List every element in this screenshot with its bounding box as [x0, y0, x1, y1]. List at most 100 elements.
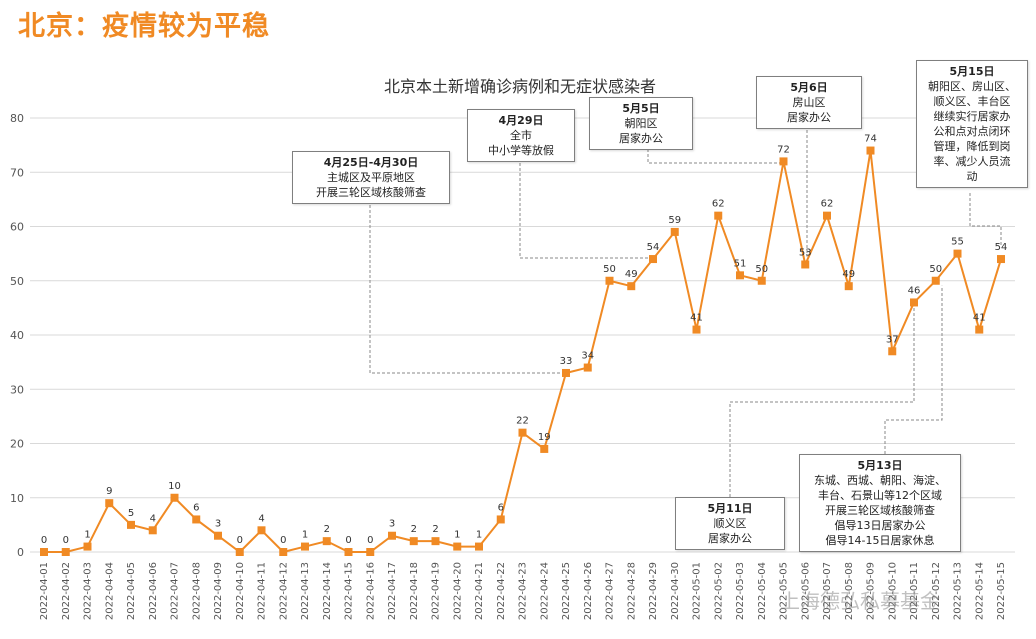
data-point	[148, 526, 157, 535]
x-tick-label: 2022-04-21	[474, 562, 485, 620]
data-point	[257, 526, 266, 535]
watermark: 上海德弘私募基金	[780, 589, 940, 613]
data-label: 50	[929, 264, 942, 275]
data-point	[540, 444, 549, 453]
y-tick-label: 80	[10, 112, 24, 125]
x-tick-label: 2022-05-06	[800, 562, 811, 620]
annotation-line: 居家办公	[787, 111, 831, 124]
x-tick-label: 2022-05-13	[953, 562, 964, 620]
x-tick-label: 2022-04-23	[518, 562, 529, 620]
annotation-date: 5月6日	[790, 81, 828, 94]
data-point	[844, 282, 853, 291]
series-markers	[40, 146, 1005, 556]
data-label: 74	[864, 134, 877, 145]
x-tick-label: 2022-04-24	[539, 562, 550, 620]
data-label: 41	[973, 313, 986, 324]
x-tick-label: 2022-05-04	[757, 562, 768, 620]
data-label: 1	[302, 530, 308, 541]
data-label: 37	[886, 334, 899, 345]
x-tick-label: 2022-05-11	[909, 562, 920, 620]
data-label: 0	[41, 535, 47, 546]
data-point	[322, 537, 331, 546]
x-tick-label: 2022-04-04	[104, 562, 115, 620]
data-label: 50	[755, 264, 768, 275]
data-label: 4	[150, 513, 156, 524]
x-tick-label: 2022-04-11	[257, 562, 268, 620]
data-point	[670, 227, 679, 236]
annotation-date: 5月5日	[622, 102, 660, 115]
x-tick-label: 2022-05-14	[974, 562, 985, 620]
annotation-may5: 5月5日 朝阳区 居家办公	[589, 97, 693, 150]
annotation-date: 4月29日	[498, 114, 544, 127]
x-tick-label: 2022-04-06	[148, 562, 159, 620]
data-label: 4	[258, 513, 264, 524]
x-tick-label: 2022-04-05	[126, 562, 137, 620]
y-tick-label: 0	[17, 546, 24, 559]
data-point	[453, 542, 462, 551]
data-point	[888, 347, 897, 356]
data-label: 46	[908, 285, 921, 296]
annotation-leader	[647, 149, 784, 164]
data-point	[475, 542, 483, 551]
annotation-leader	[969, 193, 1002, 246]
annotation-date: 4月25日-4月30日	[323, 156, 419, 169]
data-point	[605, 276, 614, 285]
data-label: 34	[581, 351, 594, 362]
data-label: 53	[799, 247, 812, 258]
data-label: 59	[668, 215, 681, 226]
data-point	[105, 499, 114, 508]
annotation-line: 朝阳区、房山区、	[928, 80, 1016, 93]
data-label: 1	[84, 530, 90, 541]
slide-title: 北京：疫情较为平稳	[18, 11, 270, 42]
data-label: 9	[106, 486, 112, 497]
annotation-line: 管理，降低到岗	[933, 140, 1011, 153]
annotation-date: 5月13日	[857, 459, 903, 472]
data-point	[823, 211, 831, 220]
data-point	[344, 548, 353, 556]
x-tick-label: 2022-04-22	[496, 562, 507, 620]
data-label: 5	[128, 508, 134, 519]
data-point	[235, 548, 244, 556]
data-label: 1	[476, 530, 482, 541]
data-label: 3	[215, 519, 221, 530]
y-tick-label: 10	[10, 492, 24, 505]
annotation-line: 公和点对点闭环	[933, 125, 1011, 138]
data-label: 49	[625, 269, 638, 280]
data-point	[779, 157, 788, 166]
data-point	[562, 368, 570, 377]
x-tick-label: 2022-05-08	[844, 562, 855, 620]
annotation-leader	[369, 205, 566, 374]
data-label: 41	[690, 313, 703, 324]
x-tick-label: 2022-04-19	[431, 562, 442, 620]
x-tick-label: 2022-05-12	[931, 562, 942, 620]
x-tick-label: 2022-04-09	[213, 562, 224, 620]
annotation-line: 倡导13日居家办公	[834, 519, 926, 532]
data-label: 0	[367, 535, 373, 546]
y-tick-label: 70	[10, 166, 24, 179]
data-label: 0	[280, 535, 286, 546]
data-point	[192, 515, 201, 524]
x-tick-label: 2022-04-07	[170, 562, 181, 620]
x-tick-label: 2022-05-05	[779, 562, 790, 620]
x-tick-label: 2022-04-14	[322, 562, 333, 620]
data-label: 3	[389, 519, 395, 530]
x-tick-label: 2022-05-03	[735, 562, 746, 620]
y-tick-label: 30	[10, 383, 24, 396]
x-tick-label: 2022-05-09	[866, 562, 877, 620]
annotation-date: 5月15日	[949, 65, 995, 78]
data-label: 0	[237, 535, 243, 546]
annotation-line: 居家办公	[708, 532, 752, 545]
data-point	[649, 255, 657, 264]
annotation-may13: 5月13日 东城、西城、朝阳、海淀、 丰台、石景山等12个区域 开展三轮区域核酸筛查倡…	[799, 454, 961, 552]
data-label: 51	[734, 258, 747, 269]
x-tick-label: 2022-04-12	[278, 562, 289, 620]
annotation-line: 全市	[510, 129, 532, 142]
y-tick-label: 20	[10, 438, 24, 451]
data-point	[931, 276, 940, 285]
x-tick-label: 2022-05-15	[996, 562, 1007, 620]
annotation-line: 开展三轮区域核酸筛查	[316, 186, 426, 199]
y-tick-label: 40	[10, 329, 24, 342]
data-point	[388, 531, 396, 540]
annotation-leader	[884, 285, 943, 454]
data-label: 50	[603, 264, 616, 275]
